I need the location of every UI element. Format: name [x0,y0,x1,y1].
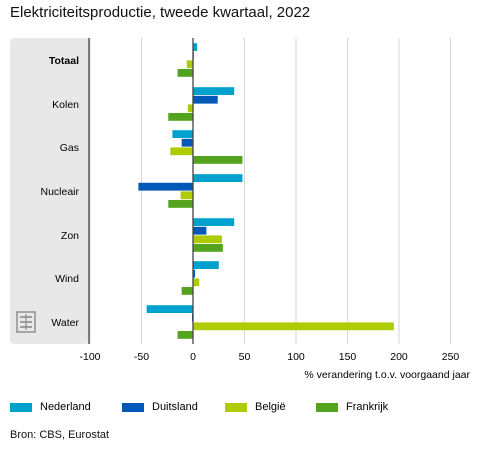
bar-frankrijk-nucleair [168,200,193,208]
bar-nederland-kolen [193,87,235,95]
bar-frankrijk-totaal [177,69,193,77]
bar-nederland-totaal [193,43,198,51]
category-label: Totaal [49,55,79,67]
legend-item-duitsland: Duitsland [122,401,198,413]
bar-nederland-water [146,305,193,313]
zero-axis-line [88,38,194,344]
x-tick-label: 250 [442,351,460,363]
chart-title: Elektriciteitsproductie, tweede kwartaal… [10,4,311,21]
legend-swatch [10,402,32,412]
bar-duitsland-kolen [193,95,218,104]
legend-label: Duitsland [152,401,198,413]
category-label: Water [51,317,79,329]
bars [138,43,394,339]
bar-nederland-zon [193,218,235,226]
legend: Nederland Duitsland België Frankrijk [10,401,480,417]
legend-label: Frankrijk [346,401,389,413]
bar-duitsland-gas [181,138,193,147]
category-labels: Totaal Kolen Gas Nucleair Zon Wind Water [40,55,79,329]
source-note: Bron: CBS, Eurostat [10,429,110,441]
category-label: Gas [60,142,79,154]
bar-frankrijk-gas [193,156,243,164]
category-label: Kolen [52,99,79,111]
category-label: Nucleair [40,186,79,198]
bar-belgië-water [193,322,394,331]
x-tick-label: 150 [339,351,357,363]
x-tick-label: -50 [134,351,149,363]
x-tick-labels: -100 -50 0 50 100 150 200 250 [79,351,459,363]
bar-frankrijk-kolen [168,113,193,121]
legend-swatch [316,402,338,412]
x-tick-label: 0 [190,351,196,363]
bar-frankrijk-zon [193,244,223,252]
bar-belgië-wind [193,278,200,287]
x-tick-label: -100 [79,351,100,363]
legend-label: Nederland [40,401,91,413]
legend-item-belgië: België [225,401,286,413]
bar-belgië-gas [170,147,193,156]
x-tick-label: 100 [287,351,305,363]
category-label: Wind [55,273,79,285]
x-tick-label: 50 [239,351,251,363]
bar-belgië-zon [193,235,222,244]
x-tick-label: 200 [390,351,408,363]
legend-swatch [225,402,247,412]
legend-swatch [122,402,144,412]
legend-label: België [255,401,286,413]
legend-item-nederland: Nederland [10,401,91,413]
bar-belgië-totaal [186,60,193,69]
bar-nederland-nucleair [193,174,243,182]
category-panel [10,38,89,344]
bar-frankrijk-wind [181,287,193,295]
bar-frankrijk-water [177,331,193,339]
x-axis-label: % verandering t.o.v. voorgaand jaar [304,369,470,381]
category-label: Zon [61,230,79,242]
bar-duitsland-nucleair [138,182,193,191]
legend-item-frankrijk: Frankrijk [316,401,388,413]
bar-nederland-gas [172,130,193,138]
bar-nederland-wind [193,261,219,269]
bar-belgië-nucleair [180,191,193,200]
cbs-logo-icon [16,311,36,333]
bar-duitsland-zon [193,226,207,235]
bar-belgië-kolen [187,104,193,113]
bar-duitsland-wind [193,269,196,278]
gridlines [89,38,451,344]
